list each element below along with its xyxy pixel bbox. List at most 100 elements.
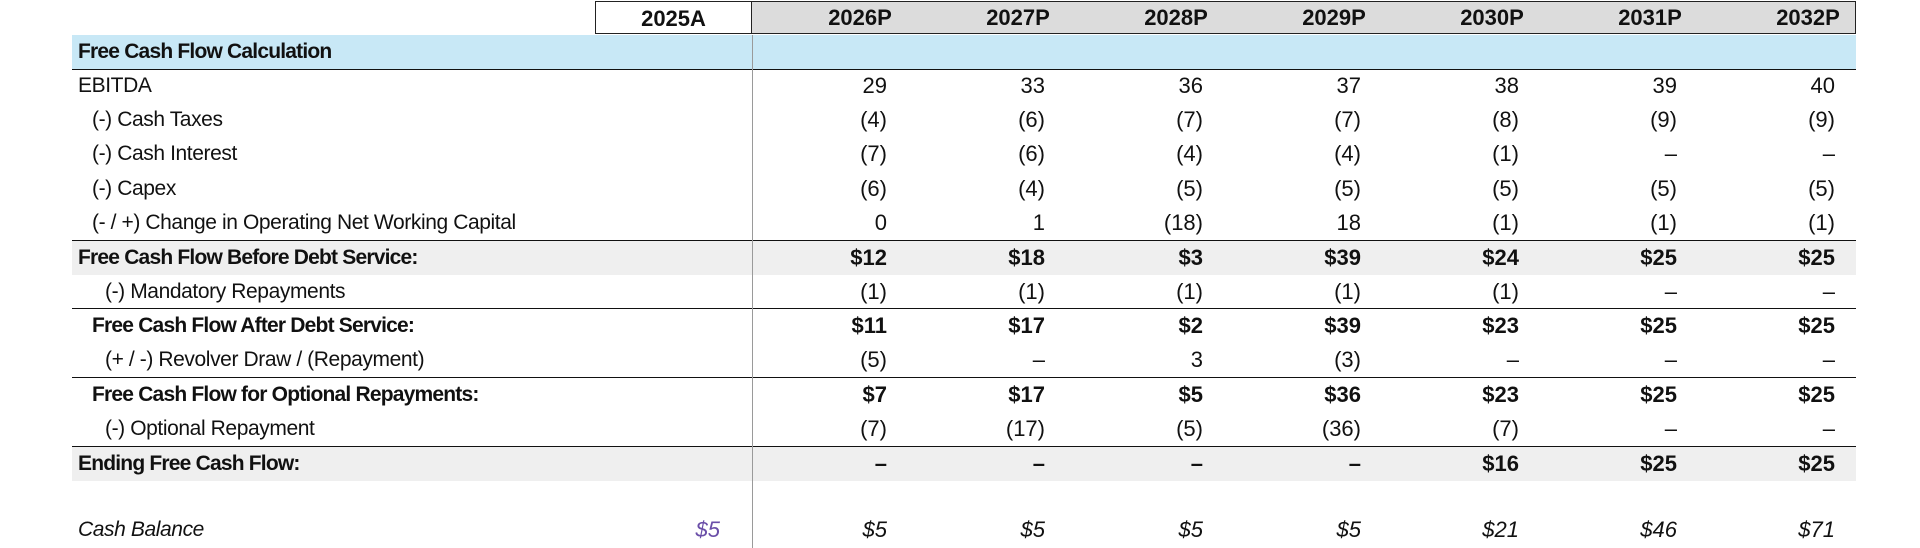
cell-2032p[interactable]: (1) xyxy=(1808,210,1835,235)
cell-2025a[interactable] xyxy=(600,412,720,446)
cell-2026p[interactable]: 29 xyxy=(862,73,887,98)
cell-2026p[interactable]: (7) xyxy=(860,416,887,441)
cell-2026p[interactable]: (4) xyxy=(860,107,887,132)
cell-2029p[interactable]: (4) xyxy=(1334,141,1361,166)
cell-2032p[interactable]: $71 xyxy=(1798,517,1835,542)
cell-2025a[interactable] xyxy=(600,343,720,377)
cell-2031p[interactable]: (9) xyxy=(1650,107,1677,132)
cell-2028p[interactable]: (5) xyxy=(1176,416,1203,441)
cell-2028p[interactable]: (18) xyxy=(1163,210,1203,235)
cell-2032p[interactable]: $25 xyxy=(1798,382,1835,407)
cell-2027p[interactable]: (6) xyxy=(1018,107,1045,132)
cell-2025a[interactable] xyxy=(600,103,720,137)
column-header-2028p[interactable]: 2028P xyxy=(1144,5,1208,30)
cell-2032p[interactable]: 40 xyxy=(1810,73,1835,98)
cell-2029p[interactable]: (5) xyxy=(1334,176,1361,201)
column-header-2025a[interactable]: 2025A xyxy=(595,1,752,34)
cell-2031p[interactable]: $25 xyxy=(1640,451,1677,476)
cell-2026p[interactable]: $12 xyxy=(850,245,887,270)
cell-2030p[interactable]: $23 xyxy=(1482,382,1519,407)
cell-2026p[interactable]: (6) xyxy=(860,176,887,201)
cell-2027p[interactable]: $17 xyxy=(1008,382,1045,407)
cell-2030p[interactable]: – xyxy=(1506,347,1519,372)
cell-2029p[interactable]: $39 xyxy=(1324,245,1361,270)
cell-2030p[interactable]: $16 xyxy=(1482,451,1519,476)
cell-2029p[interactable]: – xyxy=(1348,451,1361,476)
cell-2029p[interactable]: 37 xyxy=(1336,73,1361,98)
cell-2025a[interactable] xyxy=(600,309,720,343)
cell-2026p[interactable]: (1) xyxy=(860,279,887,304)
cell-2031p[interactable]: (5) xyxy=(1650,176,1677,201)
cell-2027p[interactable]: (6) xyxy=(1018,141,1045,166)
cell-2029p[interactable]: (7) xyxy=(1334,107,1361,132)
cell-2028p[interactable]: (4) xyxy=(1176,141,1203,166)
cell-2027p[interactable]: $5 xyxy=(1020,517,1045,542)
cell-2029p[interactable]: $5 xyxy=(1336,517,1361,542)
cell-2028p[interactable]: (5) xyxy=(1176,176,1203,201)
cell-2031p[interactable]: (1) xyxy=(1650,210,1677,235)
cell-2030p[interactable]: $23 xyxy=(1482,313,1519,338)
cell-2032p[interactable]: (9) xyxy=(1808,107,1835,132)
column-header-2030p[interactable]: 2030P xyxy=(1460,5,1524,30)
cell-2027p[interactable]: 33 xyxy=(1020,73,1045,98)
cell-2026p[interactable]: (7) xyxy=(860,141,887,166)
cell-2030p[interactable]: (1) xyxy=(1492,210,1519,235)
cell-2030p[interactable]: $24 xyxy=(1482,245,1519,270)
cell-2026p[interactable]: 0 xyxy=(874,210,887,235)
cell-2031p[interactable]: $25 xyxy=(1640,313,1677,338)
cell-2030p[interactable]: 38 xyxy=(1494,73,1519,98)
cell-2029p[interactable]: (36) xyxy=(1321,416,1361,441)
cell-2029p[interactable]: $39 xyxy=(1324,313,1361,338)
cell-2026p[interactable]: (5) xyxy=(860,347,887,372)
cell-2029p[interactable]: (3) xyxy=(1334,347,1361,372)
cell-2032p[interactable]: (5) xyxy=(1808,176,1835,201)
cell-2032p[interactable]: – xyxy=(1822,416,1835,441)
cell-2032p[interactable]: $25 xyxy=(1798,313,1835,338)
column-header-2029p[interactable]: 2029P xyxy=(1302,5,1366,30)
cell-2028p[interactable]: $3 xyxy=(1178,245,1203,270)
column-header-2032p[interactable]: 2032P xyxy=(1776,5,1840,30)
cell-2027p[interactable]: $18 xyxy=(1008,245,1045,270)
cell-2028p[interactable]: $5 xyxy=(1178,382,1203,407)
cell-2025a[interactable] xyxy=(600,137,720,171)
column-header-2031p[interactable]: 2031P xyxy=(1618,5,1682,30)
cell-2030p[interactable]: (7) xyxy=(1492,416,1519,441)
cell-2030p[interactable]: (8) xyxy=(1492,107,1519,132)
cell-2027p[interactable]: 1 xyxy=(1032,210,1045,235)
cell-2027p[interactable]: (4) xyxy=(1018,176,1045,201)
cell-2031p[interactable]: $25 xyxy=(1640,382,1677,407)
cell-2030p[interactable]: (1) xyxy=(1492,141,1519,166)
column-header-2026p[interactable]: 2026P xyxy=(828,5,892,30)
cell-2029p[interactable]: (1) xyxy=(1334,279,1361,304)
cell-2027p[interactable]: (17) xyxy=(1005,416,1045,441)
cell-2030p[interactable]: (5) xyxy=(1492,176,1519,201)
cell-2028p[interactable]: – xyxy=(1190,451,1203,476)
cell-2028p[interactable]: (1) xyxy=(1176,279,1203,304)
cell-2028p[interactable]: $5 xyxy=(1178,517,1203,542)
cell-2028p[interactable]: 36 xyxy=(1178,73,1203,98)
cell-2032p[interactable]: $25 xyxy=(1798,245,1835,270)
cell-2027p[interactable]: (1) xyxy=(1018,279,1045,304)
cell-2032p[interactable]: – xyxy=(1822,347,1835,372)
cell-2025a[interactable] xyxy=(600,378,720,412)
cell-2025a[interactable] xyxy=(600,172,720,206)
cell-2028p[interactable]: 3 xyxy=(1190,347,1203,372)
cell-2031p[interactable]: 39 xyxy=(1652,73,1677,98)
cell-2030p[interactable]: $21 xyxy=(1482,517,1519,542)
cell-2027p[interactable]: $17 xyxy=(1008,313,1045,338)
cell-2031p[interactable]: $25 xyxy=(1640,245,1677,270)
cell-2032p[interactable]: $25 xyxy=(1798,451,1835,476)
cell-2032p[interactable]: – xyxy=(1822,141,1835,166)
cell-2030p[interactable]: (1) xyxy=(1492,279,1519,304)
cell-2028p[interactable]: (7) xyxy=(1176,107,1203,132)
cell-2026p[interactable]: $5 xyxy=(862,517,887,542)
cell-2026p[interactable]: $11 xyxy=(851,313,888,338)
cell-2027p[interactable]: – xyxy=(1032,451,1045,476)
cell-2029p[interactable]: 18 xyxy=(1336,210,1361,235)
cell-2025a[interactable] xyxy=(600,447,720,481)
cell-2031p[interactable]: $46 xyxy=(1640,517,1677,542)
cell-2025a[interactable] xyxy=(600,206,720,240)
cell-2026p[interactable]: – xyxy=(874,451,887,476)
cell-2028p[interactable]: $2 xyxy=(1178,313,1203,338)
cell-2031p[interactable]: – xyxy=(1664,141,1677,166)
